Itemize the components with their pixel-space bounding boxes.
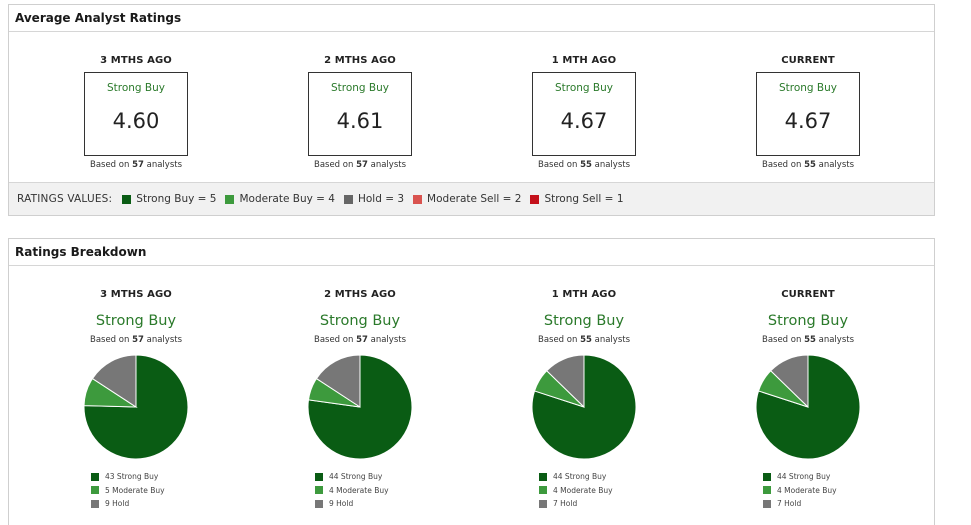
moderate-buy-swatch <box>225 194 235 204</box>
based-on-text: Based on 57 analysts <box>89 160 183 170</box>
column-heading: 3 MTHS AGO <box>100 55 172 66</box>
based-on-text: Based on 55 analysts <box>761 160 855 170</box>
rating-value: 4.67 <box>784 109 832 133</box>
pie-legend-strong-buy: 44 Strong Buy <box>539 470 629 484</box>
column-heading: CURRENT <box>781 55 835 66</box>
pie-legend-hold: 7 Hold <box>539 497 629 511</box>
brk-column-3-months: 3 MTHS AGO Strong Buy Based on 57 analys… <box>61 289 211 511</box>
rating-box: Strong Buy 4.60 <box>84 72 188 156</box>
avg-column-2-months: 2 MTHS AGO Strong Buy 4.61 Based on 57 a… <box>285 55 435 170</box>
analyst-count: 57 <box>356 335 368 345</box>
brk-column-current: CURRENT Strong Buy Based on 55 analysts … <box>733 289 883 511</box>
based-on-text: Based on 55 analysts <box>537 160 631 170</box>
based-on-text: Based on 57 analysts <box>313 335 407 345</box>
breakdown-pie-chart <box>755 354 861 460</box>
based-on-text: Based on 55 analysts <box>537 335 631 345</box>
legend-strong-sell: Strong Sell = 1 <box>530 193 624 205</box>
ratings-values-legend: RATINGS VALUES: Strong Buy = 5 Moderate … <box>9 182 934 215</box>
consensus-label: Strong Buy <box>319 313 401 329</box>
rating-label: Strong Buy <box>554 82 614 94</box>
based-on-text: Based on 57 analysts <box>89 335 183 345</box>
column-heading: 2 MTHS AGO <box>324 289 396 300</box>
consensus-label: Strong Buy <box>543 313 625 329</box>
pie-legend: 44 Strong Buy 4 Moderate Buy 7 Hold <box>539 470 629 511</box>
rating-label: Strong Buy <box>106 82 166 94</box>
breakdown-pie-chart <box>307 354 413 460</box>
average-ratings-panel: Average Analyst Ratings 3 MTHS AGO Stron… <box>8 4 935 216</box>
rating-value: 4.61 <box>336 109 384 133</box>
brk-column-2-months: 2 MTHS AGO Strong Buy Based on 57 analys… <box>285 289 435 511</box>
avg-column-current: CURRENT Strong Buy 4.67 Based on 55 anal… <box>733 55 883 170</box>
analyst-count: 55 <box>580 335 592 345</box>
legend-hold: Hold = 3 <box>343 193 404 205</box>
rating-box: Strong Buy 4.61 <box>308 72 412 156</box>
column-heading: CURRENT <box>781 289 835 300</box>
pie-legend-strong-buy: 44 Strong Buy <box>763 470 853 484</box>
analyst-count: 55 <box>804 160 816 170</box>
column-heading: 2 MTHS AGO <box>324 55 396 66</box>
strong-sell-swatch <box>530 194 540 204</box>
moderate-sell-swatch <box>413 194 423 204</box>
brk-column-1-month: 1 MTH AGO Strong Buy Based on 55 analyst… <box>509 289 659 511</box>
column-heading: 3 MTHS AGO <box>100 289 172 300</box>
ratings-breakdown-panel: Ratings Breakdown 3 MTHS AGO Strong Buy … <box>8 238 935 525</box>
based-on-text: Based on 55 analysts <box>761 335 855 345</box>
avg-column-3-months: 3 MTHS AGO Strong Buy 4.60 Based on 57 a… <box>61 55 211 170</box>
column-heading: 1 MTH AGO <box>551 55 617 66</box>
analyst-count: 55 <box>804 335 816 345</box>
pie-legend-hold: 9 Hold <box>91 497 181 511</box>
rating-label: Strong Buy <box>778 82 838 94</box>
pie-legend-moderate-buy: 4 Moderate Buy <box>539 484 629 498</box>
consensus-label: Strong Buy <box>767 313 849 329</box>
pie-legend-moderate-buy: 4 Moderate Buy <box>315 484 405 498</box>
pie-slice-strong-buy <box>307 354 413 460</box>
hold-swatch <box>343 194 353 204</box>
pie-legend-strong-buy: 43 Strong Buy <box>91 470 181 484</box>
pie-legend-moderate-buy: 4 Moderate Buy <box>763 484 853 498</box>
pie-legend-strong-buy: 44 Strong Buy <box>315 470 405 484</box>
pie-legend: 43 Strong Buy 5 Moderate Buy 9 Hold <box>91 470 181 511</box>
pie-slice-hold <box>546 354 585 409</box>
rating-value: 4.60 <box>112 109 160 133</box>
based-on-text: Based on 57 analysts <box>313 160 407 170</box>
pie-legend-hold: 7 Hold <box>763 497 853 511</box>
legend-moderate-buy: Moderate Buy = 4 <box>225 193 335 205</box>
ratings-breakdown-title: Ratings Breakdown <box>9 239 934 266</box>
pie-slice-hold <box>770 354 809 409</box>
pie-slice-hold <box>91 354 137 408</box>
pie-legend: 44 Strong Buy 4 Moderate Buy 9 Hold <box>315 470 405 511</box>
average-ratings-title: Average Analyst Ratings <box>9 5 934 32</box>
legend-moderate-sell: Moderate Sell = 2 <box>413 193 521 205</box>
rating-label: Strong Buy <box>330 82 390 94</box>
breakdown-pie-chart <box>83 354 189 460</box>
analyst-count: 55 <box>580 160 592 170</box>
legend-strong-buy: Strong Buy = 5 <box>122 193 216 205</box>
rating-value: 4.67 <box>560 109 608 133</box>
avg-column-1-month: 1 MTH AGO Strong Buy 4.67 Based on 55 an… <box>509 55 659 170</box>
strong-buy-swatch <box>122 194 132 204</box>
analyst-count: 57 <box>132 335 144 345</box>
rating-box: Strong Buy 4.67 <box>532 72 636 156</box>
consensus-label: Strong Buy <box>95 313 177 329</box>
analyst-count: 57 <box>132 160 144 170</box>
rating-box: Strong Buy 4.67 <box>756 72 860 156</box>
pie-slice-hold <box>315 354 361 408</box>
breakdown-pie-chart <box>531 354 637 460</box>
pie-legend: 44 Strong Buy 4 Moderate Buy 7 Hold <box>763 470 853 511</box>
pie-legend-moderate-buy: 5 Moderate Buy <box>91 484 181 498</box>
legend-title: RATINGS VALUES: <box>17 193 113 205</box>
pie-legend-hold: 9 Hold <box>315 497 405 511</box>
column-heading: 1 MTH AGO <box>551 289 617 300</box>
analyst-count: 57 <box>356 160 368 170</box>
